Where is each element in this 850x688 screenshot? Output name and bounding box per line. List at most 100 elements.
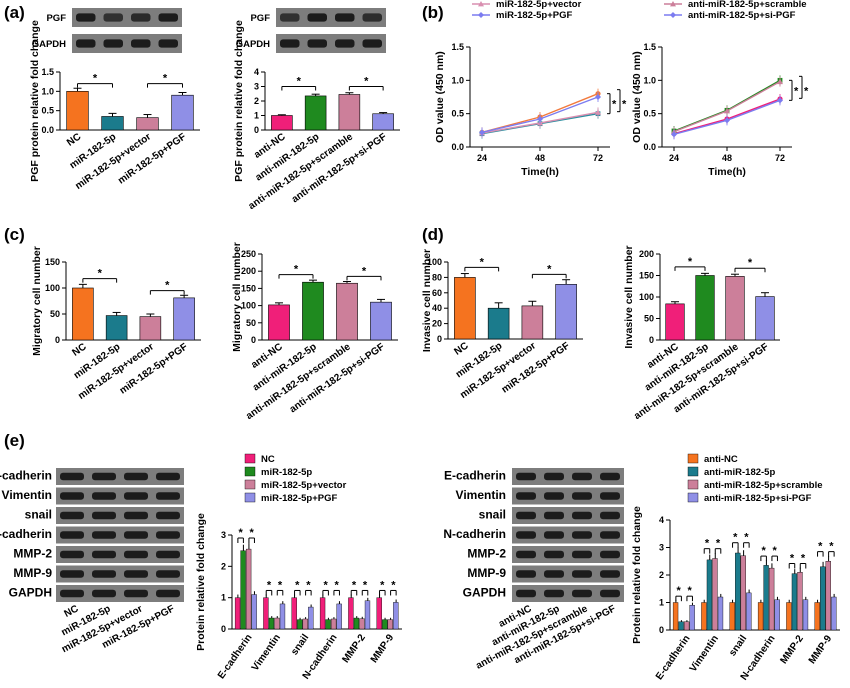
legend-swatch xyxy=(687,479,699,490)
blot-band xyxy=(516,492,536,500)
significance-star: * xyxy=(744,532,749,544)
bar xyxy=(101,116,124,131)
blot-band xyxy=(92,472,116,481)
blot-strip xyxy=(512,487,624,505)
y-axis-label: Migratory cell number xyxy=(31,246,43,356)
bar xyxy=(348,597,354,630)
blot-band xyxy=(92,531,116,539)
significance-star: * xyxy=(688,256,693,268)
data-point xyxy=(595,94,601,100)
data-point xyxy=(724,117,730,124)
blot-band xyxy=(600,492,620,500)
bar xyxy=(678,621,684,631)
blot-strip xyxy=(56,468,184,485)
blot-row-label: N-cadherin xyxy=(0,527,52,541)
blot-strip xyxy=(276,8,386,27)
y-tick-label: 150 xyxy=(639,271,654,281)
blot-row-label: Vimentin xyxy=(456,488,506,502)
x-category-label: E-cadherin xyxy=(216,632,255,681)
blot-e-right: E-cadherin Vimentin snail N-cadherin MMP-2 MM… xyxy=(443,468,624,672)
y-tick-label: 100 xyxy=(241,301,256,311)
blot-band xyxy=(60,570,84,578)
y-tick-label: 0 xyxy=(437,334,442,344)
blot-row-label: MMP-2 xyxy=(467,547,506,561)
blot-band xyxy=(92,511,116,520)
bar xyxy=(240,550,246,630)
blot-band xyxy=(60,511,84,520)
blot-band xyxy=(280,13,300,22)
significance-star: * xyxy=(688,585,693,597)
bar xyxy=(139,316,162,341)
blot-row-label: E-cadherin xyxy=(444,469,506,483)
blot-strip xyxy=(512,546,624,563)
blot-band xyxy=(92,570,116,578)
blot-band xyxy=(600,550,620,559)
legend-label: anti-NC xyxy=(704,454,738,465)
blot-band xyxy=(516,589,536,598)
blot-band xyxy=(60,492,84,500)
bar xyxy=(521,305,544,340)
significance-star: * xyxy=(362,265,367,277)
blot-row-label: Vimentin xyxy=(2,488,52,502)
significance-star: * xyxy=(363,579,368,591)
significance-star: * xyxy=(93,73,98,85)
data-point xyxy=(777,78,783,85)
bar xyxy=(372,113,394,131)
y-tick-label: 60 xyxy=(432,288,442,298)
x-tick-label: 48 xyxy=(722,153,732,163)
x-category-label: Vimentin xyxy=(688,633,721,674)
y-tick-label: 1.0 xyxy=(41,86,54,96)
y-tick-label: 80 xyxy=(432,272,442,282)
bar xyxy=(820,566,826,631)
legend-label: miR-182-5p xyxy=(261,467,312,478)
blot-band xyxy=(156,589,180,598)
y-tick-label: 1.0 xyxy=(643,75,656,85)
significance-star: * xyxy=(829,541,834,553)
blot-strip xyxy=(276,34,386,53)
bar xyxy=(302,281,324,341)
bar xyxy=(729,602,735,631)
panel-letter: (b) xyxy=(422,3,444,22)
data-point xyxy=(537,116,543,122)
blot-row-label: GAPDH xyxy=(236,39,270,50)
blot-row-label: MMP-9 xyxy=(13,566,52,580)
blot-band xyxy=(92,550,116,559)
bar xyxy=(271,115,293,131)
bar xyxy=(757,602,764,631)
blot-band xyxy=(516,472,536,481)
blot-band xyxy=(307,39,327,48)
bar xyxy=(72,287,94,341)
y-tick-label: 0.5 xyxy=(643,109,656,119)
chart-e2: 0 1 2 3 4 Protein relative fold change * * E-cad… xyxy=(631,453,840,683)
blot-row-label: MMP-2 xyxy=(13,547,52,561)
chart-b1: 0.0 0.5 1.0 1.5 OD value (450 nm) 24 48 72 Time(… xyxy=(434,0,627,178)
blot-band xyxy=(600,511,620,520)
y-tick-label: 50 xyxy=(644,314,654,324)
bar xyxy=(768,567,775,631)
y-tick-label: 1 xyxy=(221,593,226,603)
bar xyxy=(814,602,820,631)
x-tick-label: 24 xyxy=(477,153,487,163)
y-axis-label: Protein relative fold change xyxy=(631,506,643,644)
data-point xyxy=(670,12,676,18)
legend-swatch xyxy=(687,466,699,477)
blot-band xyxy=(158,13,178,22)
blot-strip xyxy=(56,507,184,524)
significance-star: * xyxy=(380,579,385,591)
bar xyxy=(454,277,476,340)
blot-band xyxy=(572,511,592,520)
bar xyxy=(136,117,159,131)
x-category-label: snail xyxy=(289,632,311,657)
legend-label: miR-182-5p+vector xyxy=(261,480,347,491)
legend-label: NC xyxy=(261,454,275,465)
blot-strip xyxy=(56,526,184,544)
bar xyxy=(330,618,337,630)
significance-star: * xyxy=(267,579,272,591)
blot-band xyxy=(572,589,592,598)
bar xyxy=(338,94,361,131)
bar xyxy=(336,603,342,630)
y-tick-label: 0.5 xyxy=(451,109,464,119)
x-category-label: MMP-9 xyxy=(369,632,397,665)
